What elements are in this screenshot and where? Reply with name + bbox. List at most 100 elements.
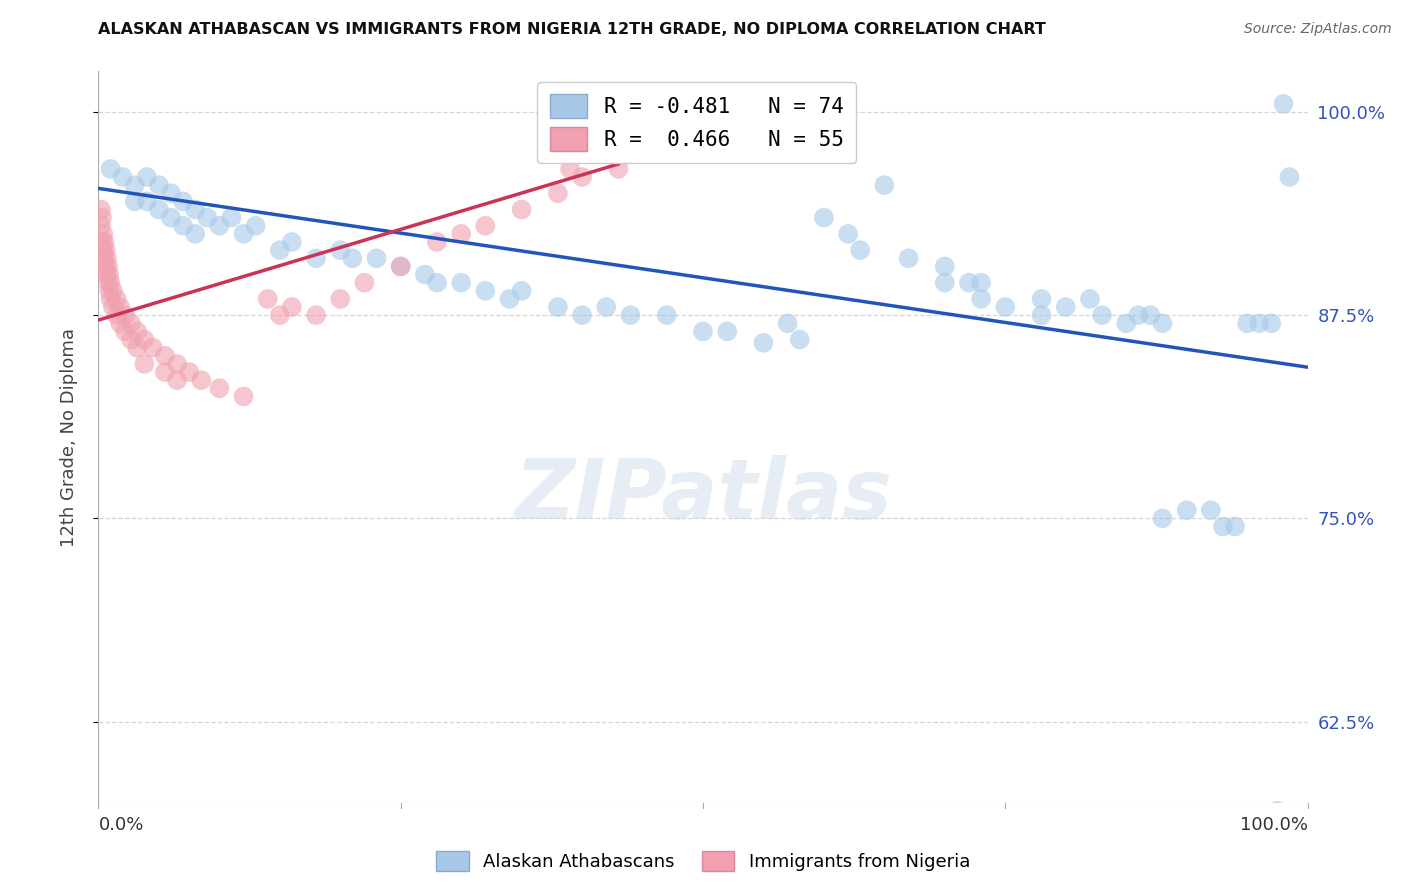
- Point: [135, 169, 157, 184]
- Point: [124, 194, 146, 209]
- Point: [413, 268, 436, 282]
- Point: [1031, 292, 1053, 306]
- Point: [208, 219, 231, 233]
- Point: [897, 252, 920, 266]
- Point: [1139, 308, 1161, 322]
- Point: [450, 276, 472, 290]
- Point: [127, 325, 149, 339]
- Point: [1152, 511, 1174, 525]
- Point: [120, 316, 142, 330]
- Point: [571, 308, 593, 322]
- Point: [692, 325, 714, 339]
- Point: [1272, 96, 1295, 111]
- Point: [426, 235, 449, 249]
- Text: Source: ZipAtlas.com: Source: ZipAtlas.com: [1244, 22, 1392, 37]
- Point: [474, 284, 496, 298]
- Point: [232, 389, 254, 403]
- Point: [101, 300, 124, 314]
- Point: [837, 227, 859, 241]
- Point: [105, 292, 128, 306]
- Point: [1260, 316, 1282, 330]
- Point: [124, 178, 146, 193]
- Point: [1267, 804, 1289, 818]
- Point: [91, 243, 114, 257]
- Point: [100, 276, 122, 290]
- Point: [1199, 503, 1222, 517]
- Point: [849, 243, 872, 257]
- Point: [873, 178, 896, 193]
- Point: [179, 365, 201, 379]
- Point: [305, 308, 328, 322]
- Point: [153, 349, 176, 363]
- Point: [94, 243, 117, 257]
- Point: [114, 325, 136, 339]
- Point: [160, 211, 183, 225]
- Point: [547, 300, 569, 314]
- Point: [100, 292, 122, 306]
- Point: [135, 194, 157, 209]
- Point: [329, 243, 352, 257]
- Point: [1212, 519, 1234, 533]
- Point: [1078, 292, 1101, 306]
- Text: ZIPatlas: ZIPatlas: [515, 455, 891, 536]
- Point: [269, 243, 291, 257]
- Point: [994, 300, 1017, 314]
- Point: [970, 276, 993, 290]
- Point: [269, 308, 291, 322]
- Point: [389, 260, 412, 274]
- Point: [510, 202, 533, 217]
- Text: 0.0%: 0.0%: [98, 816, 143, 834]
- Point: [1054, 300, 1077, 314]
- Legend: R = -0.481   N = 74, R =  0.466   N = 55: R = -0.481 N = 74, R = 0.466 N = 55: [537, 82, 856, 163]
- Point: [607, 161, 630, 176]
- Point: [94, 260, 117, 274]
- Point: [752, 335, 775, 350]
- Point: [281, 235, 304, 249]
- Point: [655, 308, 678, 322]
- Point: [142, 341, 165, 355]
- Point: [90, 219, 112, 233]
- Point: [342, 252, 364, 266]
- Point: [426, 276, 449, 290]
- Point: [91, 227, 114, 241]
- Point: [1031, 308, 1053, 322]
- Point: [1249, 316, 1271, 330]
- Point: [1128, 308, 1150, 322]
- Point: [957, 276, 980, 290]
- Point: [111, 169, 134, 184]
- Point: [474, 219, 496, 233]
- Point: [450, 227, 472, 241]
- Point: [256, 292, 278, 306]
- Point: [1236, 316, 1258, 330]
- Point: [98, 284, 121, 298]
- Point: [172, 219, 194, 233]
- Point: [108, 316, 131, 330]
- Point: [789, 333, 811, 347]
- Point: [813, 211, 835, 225]
- Point: [114, 308, 136, 322]
- Point: [716, 325, 738, 339]
- Point: [245, 219, 267, 233]
- Y-axis label: 12th Grade, No Diploma: 12th Grade, No Diploma: [59, 327, 77, 547]
- Point: [934, 276, 956, 290]
- Point: [93, 235, 115, 249]
- Point: [96, 252, 118, 266]
- Point: [105, 308, 128, 322]
- Text: 100.0%: 100.0%: [1240, 816, 1308, 834]
- Point: [232, 227, 254, 241]
- Point: [160, 186, 183, 201]
- Point: [96, 268, 118, 282]
- Point: [97, 260, 120, 274]
- Point: [134, 357, 156, 371]
- Point: [127, 341, 149, 355]
- Point: [98, 268, 121, 282]
- Point: [1278, 169, 1301, 184]
- Point: [190, 373, 212, 387]
- Point: [90, 202, 112, 217]
- Point: [305, 252, 328, 266]
- Point: [91, 235, 114, 249]
- Point: [389, 260, 412, 274]
- Point: [153, 365, 176, 379]
- Point: [184, 202, 207, 217]
- Point: [221, 211, 243, 225]
